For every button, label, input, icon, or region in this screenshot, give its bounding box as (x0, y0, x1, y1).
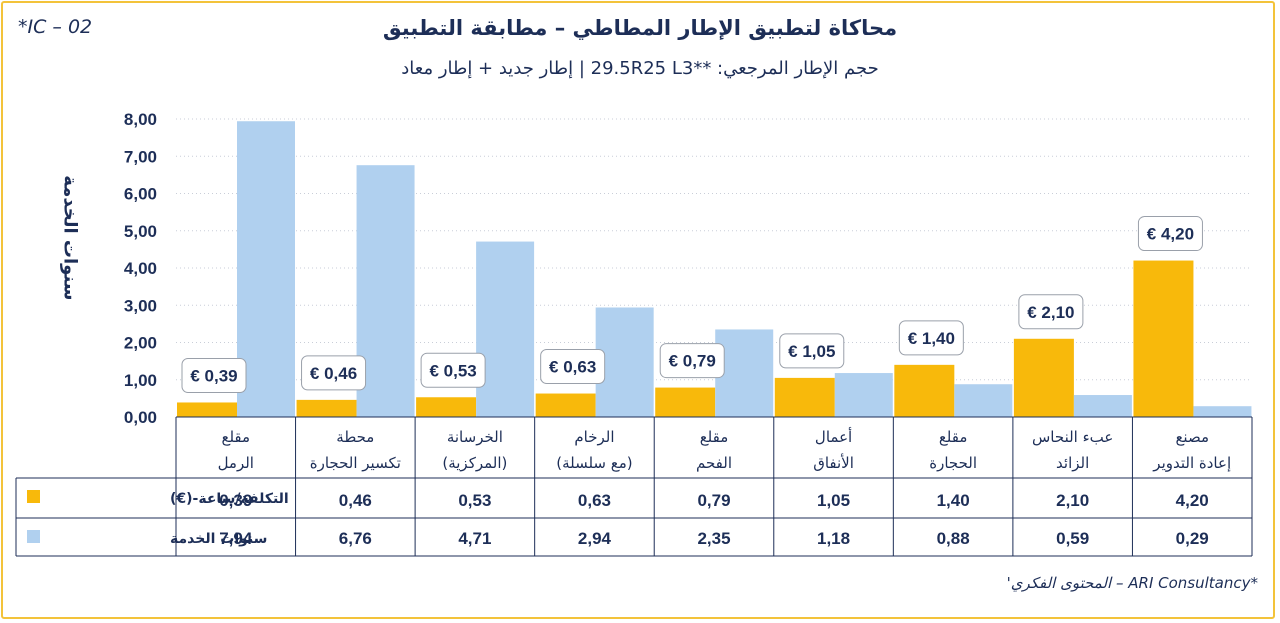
cost-callout: € 2,10 (1027, 303, 1074, 322)
legend-label-cost: التكلفة/ساعة-(€) (170, 491, 289, 507)
bar-service-years (715, 329, 774, 417)
bar-cost (416, 397, 477, 417)
service-years-value-cell: 4,71 (458, 529, 491, 548)
bar-cost (177, 402, 237, 417)
bar-cost (1133, 260, 1194, 417)
bar-service-years (595, 307, 654, 417)
chart-subtitle: حجم الإطار المرجعي: **29.5R25 L3 | إطار … (401, 58, 879, 79)
y-tick-label: 0,00 (124, 408, 157, 427)
y-tick-label: 7,00 (124, 147, 157, 166)
figure-code: *IC – 02 (18, 16, 93, 38)
category-label: مقلع (939, 428, 968, 446)
category-label: الزائد (1056, 454, 1089, 472)
bar-cost (535, 393, 596, 417)
cost-value-cell: 0,53 (458, 491, 491, 510)
category-label: مصنع (1175, 428, 1209, 446)
cost-callout: € 1,05 (788, 342, 835, 361)
bar-service-years (1073, 395, 1132, 417)
y-tick-label: 4,00 (124, 259, 157, 278)
cost-callout: € 0,53 (429, 361, 476, 380)
category-label: الخرسانة (447, 428, 503, 446)
cost-callout-box (1137, 216, 1203, 252)
bar-service-years (476, 241, 535, 417)
service-years-value-cell: 2,35 (697, 529, 730, 548)
category-label: الرخام (574, 428, 614, 446)
category-label: أعمال (815, 427, 852, 446)
cost-callout-box (420, 352, 486, 388)
cost-callout-box (540, 349, 606, 385)
y-tick-label: 6,00 (124, 185, 157, 204)
legend-label-service-years: سنوات الخدمة (170, 531, 267, 547)
cost-value-cell: 0,79 (697, 491, 730, 510)
cost-value-cell: 2,10 (1056, 491, 1089, 510)
category-label: مقلع (221, 428, 250, 446)
service-years-value-cell: 0,59 (1056, 529, 1089, 548)
category-label: (مع سلسلة) (556, 454, 632, 472)
bar-service-years (356, 165, 415, 417)
category-label: محطة (336, 428, 374, 446)
legend-swatch-cost (27, 490, 40, 503)
bar-service-years (1193, 406, 1252, 417)
y-tick-label: 1,00 (124, 371, 157, 390)
cost-value-cell: 0,63 (578, 491, 611, 510)
cost-callout-box (181, 357, 247, 393)
cost-value-cell: 0,39 (219, 491, 252, 510)
cost-callout: € 0,79 (669, 352, 716, 371)
cost-callout-box (779, 333, 845, 369)
service-years-value-cell: 7,94 (219, 529, 253, 548)
bar-service-years (954, 384, 1013, 417)
service-years-value-cell: 0,88 (937, 529, 970, 548)
bar-service-years (834, 373, 893, 417)
bar-cost (774, 377, 835, 417)
cost-value-cell: 0,46 (339, 491, 372, 510)
y-tick-label: 8,00 (124, 110, 157, 129)
category-label: الأنفاق (813, 453, 854, 472)
cost-value-cell: 4,20 (1176, 491, 1209, 510)
cost-callout: € 0,46 (310, 364, 357, 383)
cost-callout-box (301, 355, 367, 391)
legend-swatch-service-years (27, 530, 40, 543)
service-years-value-cell: 2,94 (578, 529, 612, 548)
cost-callout: € 0,63 (549, 358, 596, 377)
service-years-value-cell: 1,18 (817, 529, 850, 548)
service-years-value-cell: 0,29 (1176, 529, 1209, 548)
cost-value-cell: 1,05 (817, 491, 850, 510)
cost-callout: € 4,20 (1147, 225, 1194, 244)
cost-value-cell: 1,40 (937, 491, 970, 510)
category-label: مقلع (700, 428, 729, 446)
category-label: الحجارة (929, 454, 977, 472)
cost-callout-box (898, 320, 964, 356)
cost-callout-box (1018, 294, 1084, 330)
category-label: تكسير الحجارة (310, 454, 401, 472)
category-label: إعادة التدوير (1152, 454, 1231, 472)
bar-cost (1013, 338, 1074, 417)
footer-credit: *ARI Consultancy – المحتوى الفكري' (1006, 574, 1258, 592)
y-tick-label: 2,00 (124, 334, 157, 353)
bar-cost (296, 399, 357, 417)
y-tick-label: 3,00 (124, 296, 157, 315)
bar-service-years (237, 121, 295, 418)
chart-title: محاكاة لتطبيق الإطار المطاطي – مطابقة ال… (382, 16, 898, 40)
bar-cost (894, 364, 955, 417)
y-tick-label: 5,00 (124, 222, 157, 241)
category-label: (المركزية) (442, 454, 507, 472)
cost-callout: € 1,40 (908, 329, 955, 348)
category-label: عبء النحاس (1032, 428, 1113, 446)
bar-cost (655, 387, 716, 417)
cost-callout: € 0,39 (190, 366, 237, 385)
category-label: الرمل (218, 454, 254, 472)
service-years-value-cell: 6,76 (339, 529, 372, 548)
category-label: الفحم (696, 454, 732, 472)
cost-callout-box (659, 343, 725, 379)
